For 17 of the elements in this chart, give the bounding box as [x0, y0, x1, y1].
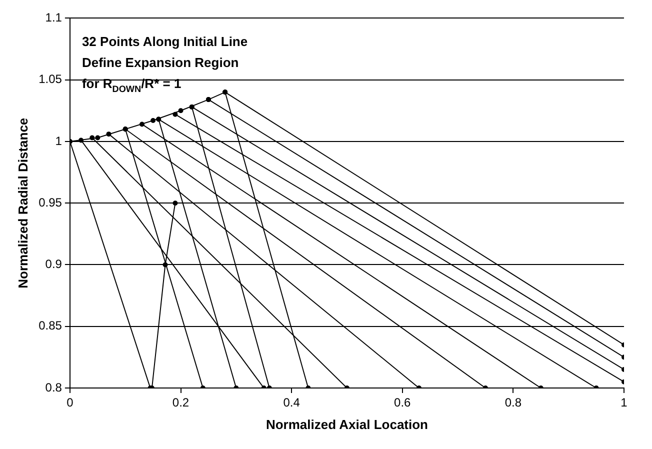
y-tick-label: 0.9	[45, 257, 62, 272]
x-tick-label: 0	[66, 396, 74, 410]
y-tick-label: 1.05	[38, 72, 62, 86]
x-tick-label: 1	[620, 396, 628, 410]
annotation: 32 Points Along Initial Line	[82, 34, 248, 50]
x-tick-label: 0.4	[283, 396, 300, 410]
annotation: Define Expansion Region	[82, 55, 239, 70]
y-tick-label: 1.1	[45, 10, 62, 25]
x-tick-label: 0.8	[504, 396, 522, 410]
y-tick-label: 0.95	[38, 195, 62, 210]
x-tick-label: 0.6	[394, 396, 412, 410]
x-tick-label: 0.2	[172, 396, 190, 410]
y-axis-title: Normalized Radial Distance	[15, 118, 30, 288]
y-tick-label: 0.85	[38, 318, 62, 333]
y-tick-label: 1	[55, 134, 62, 148]
x-axis-title: Normalized Axial Location	[266, 416, 428, 432]
y-tick-label: 0.8	[45, 380, 62, 394]
